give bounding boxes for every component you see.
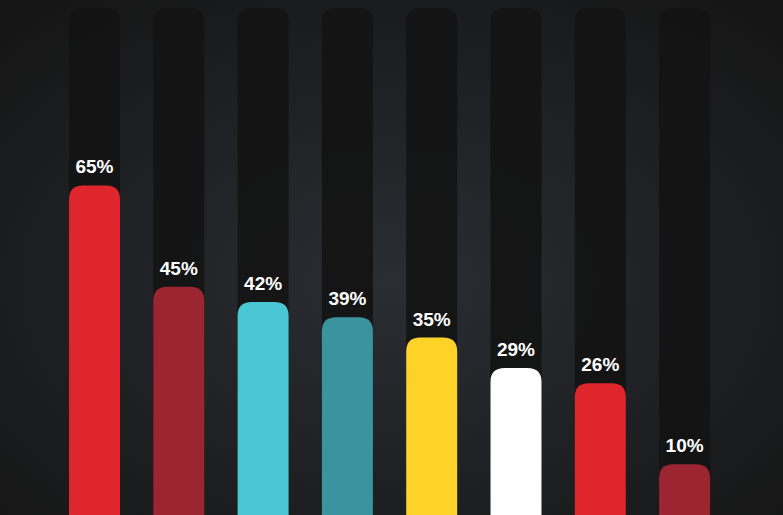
tracks [69, 8, 710, 515]
bars [69, 185, 710, 515]
bar [659, 464, 710, 515]
bar [322, 317, 373, 515]
bar [69, 185, 120, 515]
track [491, 8, 542, 515]
track [153, 8, 204, 515]
data-label: 42% [244, 273, 282, 294]
data-label: 35% [413, 309, 451, 330]
data-label: 39% [328, 288, 366, 309]
chart: 65% 45% 42% 39% 35% 29% 26% 10% [0, 0, 783, 515]
track [238, 8, 289, 515]
data-label: 29% [497, 339, 535, 360]
data-label: 10% [666, 435, 704, 456]
track [69, 8, 120, 515]
track [659, 8, 710, 515]
data-label: 65% [75, 156, 113, 177]
bar [575, 383, 626, 515]
bar [153, 287, 204, 515]
track [322, 8, 373, 515]
data-label: 45% [160, 258, 198, 279]
background [0, 0, 783, 515]
bar [491, 368, 542, 515]
track [575, 8, 626, 515]
data-label: 26% [581, 354, 619, 375]
bar [238, 302, 289, 515]
track [406, 8, 457, 515]
data-labels: 65% 45% 42% 39% 35% 29% 26% 10% [75, 156, 703, 456]
bar [406, 338, 457, 515]
